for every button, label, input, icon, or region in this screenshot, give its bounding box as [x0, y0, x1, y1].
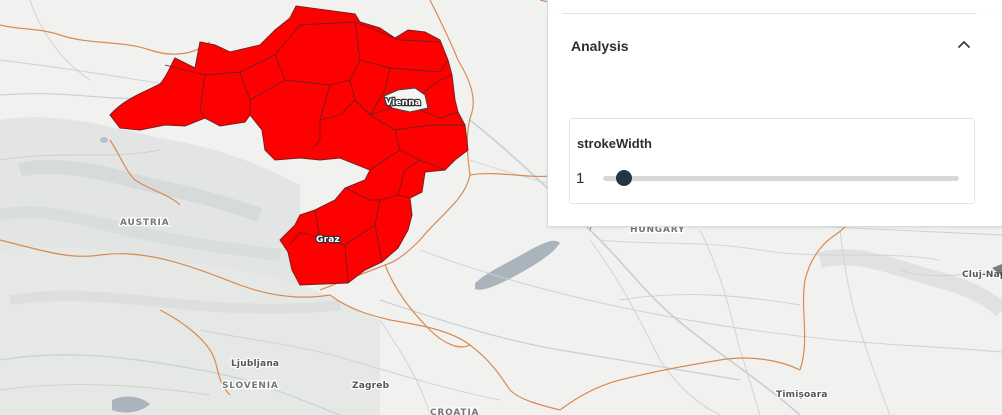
map-label-austria: AUSTRIA	[120, 218, 169, 228]
map-label-zagreb: Zagreb	[352, 381, 390, 391]
map-label-timisoara: Timișoara	[776, 390, 828, 400]
vienna-enclave	[383, 87, 429, 113]
stroke-width-control: strokeWidth 1	[569, 118, 975, 204]
analysis-panel: Analysis strokeWidth 1	[547, 14, 1002, 227]
map-label-ljubljana: Ljubljana	[231, 359, 279, 369]
stroke-width-label: strokeWidth	[577, 136, 652, 151]
stroke-width-slider-track[interactable]	[603, 176, 959, 181]
map-label-vienna: Vienna	[385, 98, 421, 108]
chevron-up-icon[interactable]	[957, 39, 971, 49]
map-label-croatia: CROATIA	[430, 408, 479, 415]
map-label-slovenia: SLOVENIA	[222, 381, 279, 391]
map-label-graz: Graz	[316, 235, 340, 245]
stroke-width-value: 1	[576, 170, 585, 187]
analysis-panel-header[interactable]: Analysis	[548, 14, 1002, 76]
panel-top-strip	[547, 0, 1002, 14]
analysis-panel-title: Analysis	[571, 38, 629, 54]
stroke-width-slider-thumb[interactable]	[615, 170, 632, 186]
map-label-cluj-napoca: Cluj-Napoca	[962, 270, 1002, 280]
